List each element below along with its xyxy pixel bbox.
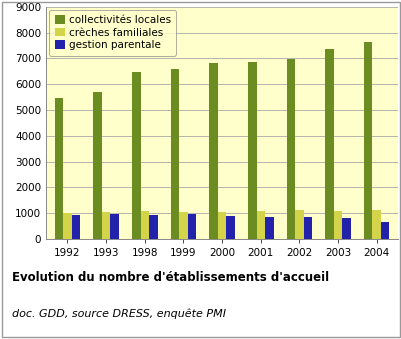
Bar — [110, 215, 119, 239]
Bar — [187, 215, 196, 239]
Bar — [170, 69, 179, 239]
Bar — [324, 49, 333, 239]
Bar — [55, 98, 63, 239]
Bar — [342, 218, 350, 239]
Bar — [294, 211, 303, 239]
Text: doc. GDD, source DRESS, enquête PMI: doc. GDD, source DRESS, enquête PMI — [12, 308, 225, 319]
Bar — [179, 212, 187, 239]
Bar — [380, 222, 389, 239]
Bar — [101, 212, 110, 239]
Bar — [333, 211, 342, 239]
Bar — [247, 62, 256, 239]
Legend: collectivités locales, crèches familiales, gestion parentale: collectivités locales, crèches familiale… — [49, 10, 176, 56]
Bar — [149, 215, 157, 239]
Bar — [226, 216, 234, 239]
Bar — [217, 212, 226, 239]
Text: Evolution du nombre d'établissements d'accueil: Evolution du nombre d'établissements d'a… — [12, 271, 328, 284]
Bar — [71, 215, 80, 239]
Bar — [209, 63, 217, 239]
Bar — [286, 59, 294, 239]
Bar — [303, 217, 312, 239]
Bar — [63, 213, 71, 239]
Bar — [93, 92, 101, 239]
Bar — [132, 72, 140, 239]
Bar — [372, 211, 380, 239]
Bar — [256, 211, 264, 239]
Bar — [264, 217, 273, 239]
Bar — [363, 42, 372, 239]
Bar — [140, 211, 149, 239]
